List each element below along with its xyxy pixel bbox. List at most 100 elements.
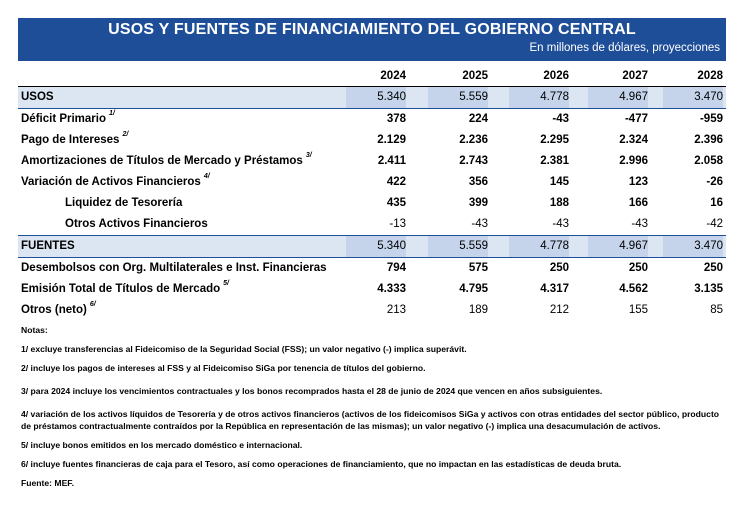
source-note: Fuente: MEF. [21,478,74,488]
row-label: Amortizaciones de Títulos de Mercado y P… [21,152,312,167]
year-2024: 2024 [380,70,406,82]
cell-2025: 575 [468,262,488,274]
cell-2026: -43 [552,218,569,230]
row-pago-intereses: Pago de Intereses 2/ 2.129 2.236 2.295 2.… [18,130,726,151]
cell-2024: 2.411 [377,155,406,167]
cell-2025: 356 [468,176,488,188]
cell-2028: 16 [710,197,723,209]
row-deficit-primario: Déficit Primario 1/ 378 224 -43 -477 -959 [18,109,726,130]
cell-2025: 189 [468,304,488,316]
cell-2024: 2.129 [377,134,406,146]
footnote-ref: 3/ [305,152,312,159]
row-variacion-activos: Variación de Activos Financieros 4/ 422 3… [18,172,726,193]
cell-2025: 2.236 [459,134,488,146]
cell-2028: 2.058 [694,155,723,167]
cell-2026: 4.778 [509,236,569,257]
row-label: Otros (neto) 6/ [21,301,96,316]
cell-2024: 422 [386,176,406,188]
cell-2025: -43 [471,218,488,230]
cell-2026: 4.317 [540,283,569,295]
footnote-1: 1/ excluye transferencias al Fideicomiso… [21,344,467,354]
year-2027: 2027 [622,70,648,82]
cell-2026: 145 [549,176,569,188]
row-label: USOS [21,91,54,103]
cell-2026: 2.295 [540,134,569,146]
cell-2025: 2.743 [459,155,488,167]
cell-2028: -959 [699,113,723,125]
footnote-5: 5/ incluye bonos emitidos en los mercado… [21,440,303,450]
row-liquidez-tesoreria: Liquidez de Tesorería 435 399 188 166 16 [18,193,726,214]
year-2026: 2026 [543,70,569,82]
cell-2024: 378 [386,113,406,125]
footnote-ref: 4/ [203,173,210,180]
cell-2025: 5.559 [428,87,488,108]
cell-2028: -26 [706,176,723,188]
row-label: Emisión Total de Títulos de Mercado 5/ [21,280,229,295]
cell-2026: 188 [549,197,569,209]
row-label: Variación de Activos Financieros 4/ [21,173,210,188]
cell-2027: 155 [628,304,648,316]
cell-2026: 212 [549,304,569,316]
row-label: Liquidez de Tesorería [65,197,183,209]
cell-2025: 224 [468,113,488,125]
cell-2027: 250 [628,262,648,274]
footnote-ref: 6/ [89,301,96,308]
year-header-row: 2024 2025 2026 2027 2028 [18,66,726,87]
cell-2028: 3.470 [663,236,723,257]
footnote-4: 4/ variación de los activos líquidos de … [21,409,720,431]
cell-2027: 4.967 [588,87,648,108]
table-header-banner: USOS Y FUENTES DE FINANCIAMIENTO DEL GOB… [18,18,726,61]
footnote-6: 6/ incluye fuentes financieras de caja p… [21,459,622,469]
cell-2028: 250 [703,262,723,274]
footnote-2: 2/ incluye los pagos de intereses al FSS… [21,363,426,373]
table-subtitle: En millones de dólares, proyecciones [529,42,721,54]
row-usos: USOS 5.340 5.559 4.778 4.967 3.470 [18,87,726,109]
cell-2024: 5.340 [346,87,406,108]
cell-2026: 4.778 [509,87,569,108]
cell-2028: 85 [710,304,723,316]
row-label: Déficit Primario 1/ [21,110,115,125]
cell-2024: 5.340 [346,236,406,257]
table-title: USOS Y FUENTES DE FINANCIAMIENTO DEL GOB… [108,21,636,38]
cell-2026: 2.381 [540,155,569,167]
year-2025: 2025 [462,70,488,82]
cell-2025: 399 [468,197,488,209]
cell-2028: 3.470 [663,87,723,108]
row-desembolsos: Desembolsos con Org. Multilaterales e In… [18,258,726,279]
footnote-ref: 2/ [122,131,129,138]
cell-2024: 4.333 [377,283,406,295]
row-label: Pago de Intereses 2/ [21,131,129,146]
cell-2027: 123 [628,176,648,188]
row-otros-neto: Otros (neto) 6/ 213 189 212 155 85 [18,300,726,321]
row-emision-titulos: Emisión Total de Títulos de Mercado 5/ 4.… [18,279,726,300]
footnote-ref: 1/ [109,110,115,117]
year-2028: 2028 [697,70,723,82]
cell-2027: 4.562 [619,283,648,295]
cell-2027: 2.324 [619,134,648,146]
cell-2024: 213 [386,304,406,316]
row-fuentes: FUENTES 5.340 5.559 4.778 4.967 3.470 [18,235,726,258]
row-label: FUENTES [21,240,75,252]
cell-2024: 794 [386,262,406,274]
cell-2024: -13 [389,218,406,230]
row-label: Otros Activos Financieros [65,218,208,230]
notes-heading: Notas: [21,325,48,335]
cell-2026: -43 [552,113,569,125]
footnotes: Notas: 1/ excluye transferencias al Fide… [21,324,721,489]
cell-2024: 435 [386,197,406,209]
footnote-ref: 5/ [223,280,229,287]
cell-2028: 3.135 [694,283,723,295]
cell-2028: -42 [706,218,723,230]
cell-2027: -477 [624,113,648,125]
cell-2025: 4.795 [459,283,488,295]
cell-2027: 2.996 [619,155,648,167]
footnote-3: 3/ para 2024 incluye los vencimientos co… [21,386,603,396]
cell-2027: -43 [631,218,648,230]
cell-2028: 2.396 [694,134,723,146]
cell-2027: 4.967 [588,236,648,257]
cell-2026: 250 [549,262,569,274]
cell-2027: 166 [628,197,648,209]
row-otros-activos: Otros Activos Financieros -13 -43 -43 -4… [18,214,726,235]
cell-2025: 5.559 [428,236,488,257]
financing-table: 2024 2025 2026 2027 2028 USOS 5.340 5.55… [18,66,726,321]
